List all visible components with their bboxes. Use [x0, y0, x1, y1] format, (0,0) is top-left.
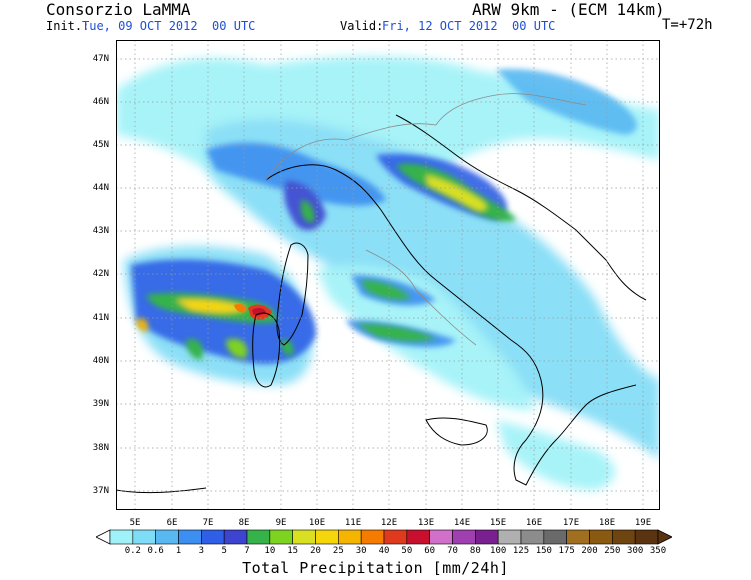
lat-label: 41N	[92, 313, 109, 323]
colorbar-tick-label: 25	[332, 546, 344, 556]
colorbar-cell	[269, 529, 293, 545]
colorbar-tick-label: 30	[355, 546, 367, 556]
lat-label: 42N	[92, 269, 109, 279]
lat-label: 45N	[92, 140, 109, 150]
lat-label: 40N	[92, 356, 109, 366]
country-borders	[265, 93, 587, 346]
colorbar-tick-label: 350	[649, 546, 667, 556]
colorbar-cell	[543, 529, 567, 545]
lat-label: 39N	[92, 399, 109, 409]
lon-label: 17E	[562, 518, 580, 528]
colorbar-tick-label: 70	[447, 546, 458, 556]
colorbar-cell	[475, 529, 499, 545]
colorbar-tick-label: 200	[581, 546, 598, 556]
colorbar-tick-label: 40	[378, 546, 390, 556]
colorbar-cell	[360, 529, 385, 545]
lon-label: 16E	[525, 518, 543, 528]
valid-value: Fri, 12 OCT 2012 00 UTC	[382, 19, 556, 33]
colorbar-cell	[406, 529, 430, 545]
lat-label: 37N	[92, 486, 109, 496]
colorbar-min-arrow	[96, 529, 111, 545]
colorbar-tick-label: 50	[401, 546, 413, 556]
lat-label: 38N	[92, 443, 109, 453]
lon-label: 11E	[344, 518, 362, 528]
model-title: ARW 9km - (ECM 14km)	[472, 0, 665, 19]
colorbar-tick-label: 20	[310, 546, 321, 556]
colorbar-cell	[338, 529, 362, 545]
lon-label: 6E	[166, 518, 178, 528]
colorbar-tick-label: 150	[535, 546, 552, 556]
colorbar-tick-label: 5	[221, 546, 227, 556]
colorbar-tick-label: 60	[424, 546, 436, 556]
organization-title: Consorzio LaMMA	[46, 0, 191, 19]
lat-label: 43N	[92, 226, 109, 236]
colorbar-tick-label: 10	[264, 546, 276, 556]
init-label: Init.:	[46, 19, 90, 33]
lon-label: 12E	[380, 518, 398, 528]
lon-label: 13E	[417, 518, 435, 528]
colorbar-tick-label: 300	[627, 546, 644, 556]
precipitation-map	[116, 40, 660, 510]
colorbar-cell	[292, 529, 316, 545]
colorbar-cell	[223, 529, 248, 545]
colorbar-cell	[383, 529, 408, 545]
colorbar-tick-label: 0.2	[124, 546, 141, 556]
colorbar-cell	[452, 529, 476, 545]
colorbar-cell	[429, 529, 453, 545]
colorbar	[96, 529, 672, 545]
lon-label: 14E	[453, 518, 471, 528]
colorbar-cell	[315, 529, 339, 545]
init-value: Tue, 09 OCT 2012 00 UTC	[82, 19, 256, 33]
lat-label: 47N	[92, 54, 109, 64]
colorbar-title: Total Precipitation [mm/24h]	[242, 559, 509, 577]
colorbar-tick-label: 1	[175, 546, 182, 556]
lon-label: 8E	[238, 518, 250, 528]
lon-label: 7E	[202, 518, 214, 528]
lon-label: 5E	[129, 518, 141, 528]
colorbar-cell	[246, 529, 271, 545]
lat-label: 46N	[92, 97, 109, 107]
precip-core-layer	[234, 303, 272, 320]
gridlines	[116, 40, 660, 510]
colorbar-max-arrow	[657, 529, 672, 545]
colorbar-tick-label: 100	[490, 546, 507, 556]
lon-label: 10E	[308, 518, 326, 528]
colorbar-cell	[589, 529, 613, 545]
colorbar-tick-label: 125	[512, 546, 530, 556]
colorbar-tick-label: 250	[604, 546, 621, 556]
valid-label: Valid:	[340, 19, 384, 33]
colorbar-cell	[612, 529, 636, 545]
colorbar-cell	[634, 529, 659, 545]
colorbar-cell	[132, 529, 156, 545]
colorbar-tick-label: 15	[287, 546, 299, 556]
colorbar-tick-label: 80	[469, 546, 481, 556]
lon-label: 15E	[489, 518, 507, 528]
colorbar-cell	[497, 529, 522, 545]
colorbar-tick-label: 7	[244, 546, 250, 556]
colorbar-cell	[520, 529, 545, 545]
colorbar-cell	[109, 529, 134, 545]
forecast-step: T=+72h	[662, 17, 713, 33]
colorbar-cell	[178, 529, 202, 545]
lon-label: 19E	[634, 518, 652, 528]
colorbar-cell	[155, 529, 179, 545]
lat-label: 44N	[92, 183, 109, 193]
map-frame	[116, 40, 660, 510]
colorbar-tick-label: 175	[558, 546, 575, 556]
lon-label: 18E	[598, 518, 616, 528]
colorbar-tick-label: 0.6	[147, 546, 164, 556]
colorbar-tick-label: 3	[198, 546, 205, 556]
colorbar-cell	[566, 529, 590, 545]
lon-label: 9E	[275, 518, 287, 528]
colorbar-cell	[201, 529, 225, 545]
